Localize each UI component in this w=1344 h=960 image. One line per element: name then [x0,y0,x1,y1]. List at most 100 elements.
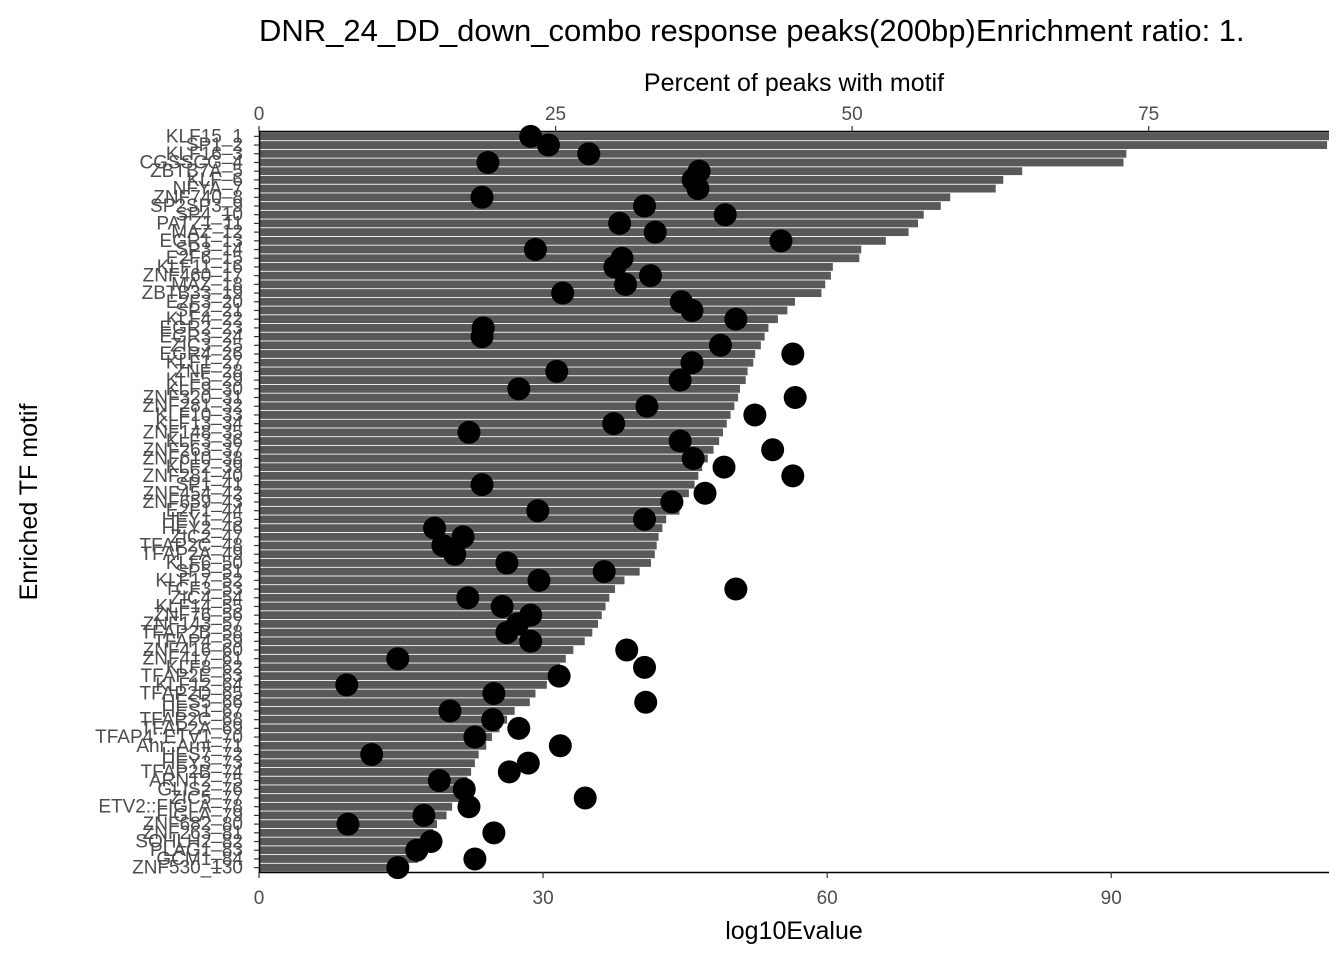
category-label: FIGLA_79 [156,805,243,826]
bar [259,393,739,402]
category-label: ZNF143_57 [143,614,243,635]
category-label: TFAP2E_63 [141,666,243,687]
category-label: ZIC2_47 [170,527,243,548]
category-label: MAZ_12 [171,222,243,243]
point [507,716,531,740]
category-label: HEY1_45 [162,509,243,530]
category-label: HES1_67 [162,701,243,722]
point [482,821,506,845]
category-label: ZNF460_17 [143,266,243,287]
point [386,856,410,880]
category-label: Ahr::Arnt_71 [136,736,243,757]
bar [259,175,1004,184]
category-label: MAZ_18 [171,274,243,295]
point [481,708,505,732]
bar [259,158,1124,167]
point [547,664,571,688]
point [615,638,639,662]
category-labels: KLF15_1SP1_2KLF16_3CGSSCG_4ZBTB7A_5KLF_6… [95,126,243,878]
category-label: HES5_66 [162,692,243,713]
point [412,803,436,827]
axes [258,130,1329,874]
category-label: CGSSCG_4 [140,152,244,173]
category-label: EGR1_13 [160,231,243,252]
point [712,455,736,479]
category-label: ZNF659_43 [143,492,243,513]
category-label: ZNF281_40 [143,466,243,487]
point [680,351,704,375]
bar [259,228,909,237]
bar [259,419,727,428]
bar [259,707,515,715]
bar [259,802,453,811]
category-label: EGR2_23 [160,318,243,339]
point [438,699,462,723]
bar [259,628,593,637]
point [783,386,807,410]
category-label: TFAP4_59 [153,631,243,652]
bar [259,837,430,846]
category-label: KLF3_36 [166,431,243,452]
secondary-x-tick-label: 25 [545,104,566,125]
bar [259,210,924,219]
bar [259,637,585,646]
point [495,621,519,645]
category-label: KLF11_16 [157,257,243,278]
point [335,673,359,697]
bar [259,428,723,437]
category-label: ZNF454_42 [143,483,243,504]
category-label: SP4_10 [175,205,243,226]
category-label: KLF17_52 [155,570,243,591]
category-label: KLF14_55 [155,596,243,617]
bar [259,297,795,306]
point [476,150,500,174]
bar [259,672,555,681]
point [457,420,481,444]
bar [259,846,424,855]
bar [259,219,919,228]
category-label: ZNF530_130 [132,858,243,879]
point [451,525,475,549]
category-label: ZNF417_61 [143,649,243,670]
point [545,359,569,383]
point [427,769,451,793]
category-label: ZNF416_60 [143,640,243,661]
category-label: GLIS2_76 [157,779,243,800]
category-label: ZNF610_38 [143,448,243,469]
bar [259,402,735,411]
bar [259,576,625,585]
point [405,838,429,862]
bar [259,167,1023,176]
bar [259,498,684,506]
point [633,194,657,218]
bar [259,776,468,785]
bar [259,785,466,794]
category-label: KLF8_62 [166,657,243,678]
point [633,507,657,531]
category-label: E2F1_44 [166,501,244,522]
bar-series [259,132,1329,872]
bar [259,132,1329,141]
point [608,211,632,235]
point [634,690,658,714]
point [573,786,597,810]
category-label: TFAP2C_68 [140,710,244,731]
point [548,734,572,758]
bar [259,767,472,776]
point [680,298,704,322]
x-tick-label: 60 [817,888,838,909]
bar [259,367,748,376]
category-label: ZNF740_8 [153,187,243,208]
point [708,333,732,357]
secondary-x-tick-label: 0 [254,104,265,125]
category-label: KLF13_34 [155,414,243,435]
category-label: KLF6_50 [166,553,243,574]
bar [259,463,703,472]
x-tick-label: 0 [254,888,265,909]
point [470,325,494,349]
axis-ticks: 0 30 60 90 0 25 50 75 [254,104,1160,909]
category-label: SP5_51 [175,562,243,583]
category-label: HES7_72 [162,744,243,765]
bar [259,271,831,280]
category-label: ARNT2_75 [149,771,243,792]
